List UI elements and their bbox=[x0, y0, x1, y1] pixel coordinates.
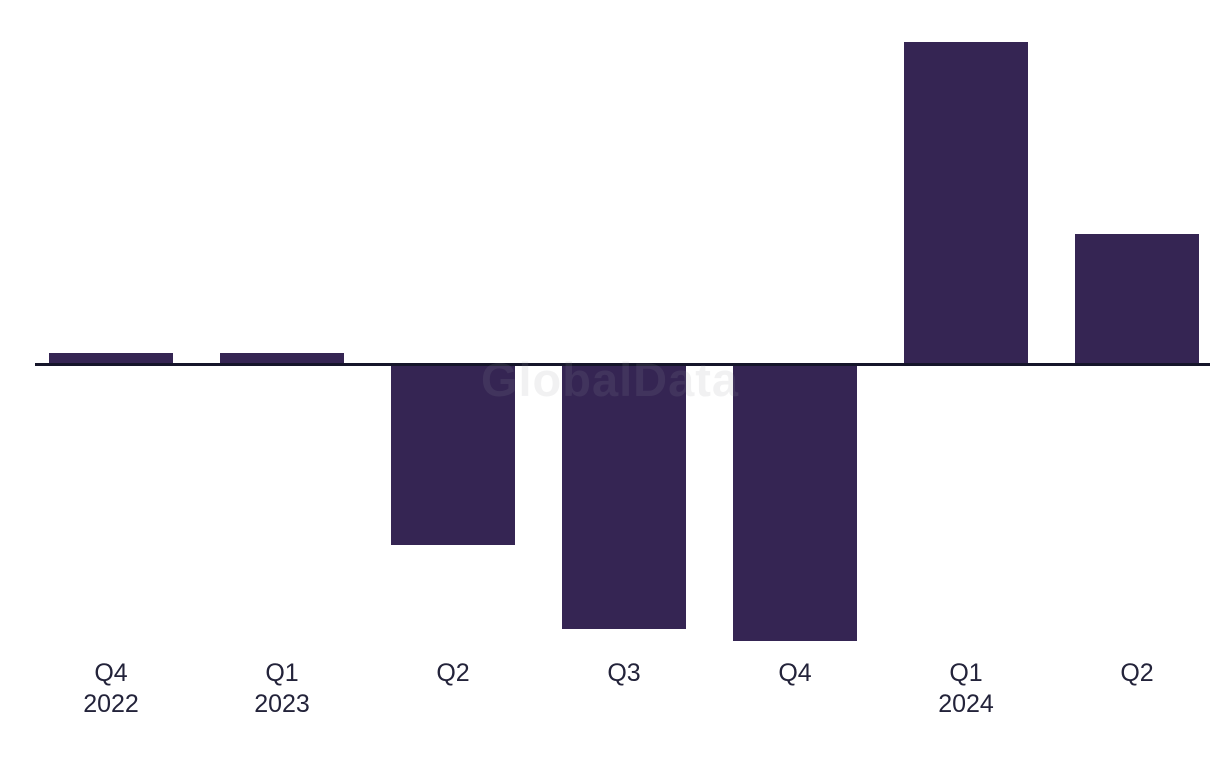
x-tick-label: Q2 bbox=[368, 658, 538, 689]
bar-q3-2023 bbox=[562, 364, 686, 629]
x-tick-quarter: Q4 bbox=[778, 659, 812, 687]
x-tick-label: Q4 2022 bbox=[26, 658, 196, 720]
x-tick-label: Q3 bbox=[539, 658, 709, 689]
x-tick-label: Q1 2024 bbox=[881, 658, 1051, 720]
bar-q2-2023 bbox=[391, 364, 515, 545]
bar-q1-2023 bbox=[220, 353, 344, 364]
x-tick-quarter: Q1 bbox=[265, 659, 299, 687]
x-tick-label: Q4 bbox=[710, 658, 880, 689]
x-tick-label: Q2 bbox=[1052, 658, 1220, 689]
x-tick-year: 2022 bbox=[83, 690, 139, 718]
x-tick-quarter: Q2 bbox=[1120, 659, 1154, 687]
bar-q1-2024 bbox=[904, 42, 1028, 364]
x-tick-quarter: Q4 bbox=[94, 659, 128, 687]
x-tick-quarter: Q2 bbox=[436, 659, 470, 687]
x-tick-quarter: Q3 bbox=[607, 659, 641, 687]
x-tick-label: Q1 2023 bbox=[197, 658, 367, 720]
x-tick-quarter: Q1 bbox=[949, 659, 983, 687]
bar-q2-2024 bbox=[1075, 234, 1199, 364]
x-axis-line bbox=[35, 363, 1210, 366]
x-tick-year: 2024 bbox=[938, 690, 994, 718]
bar-q4-2022 bbox=[49, 353, 173, 364]
x-tick-year: 2023 bbox=[254, 690, 310, 718]
bar-q4-2023 bbox=[733, 364, 857, 641]
